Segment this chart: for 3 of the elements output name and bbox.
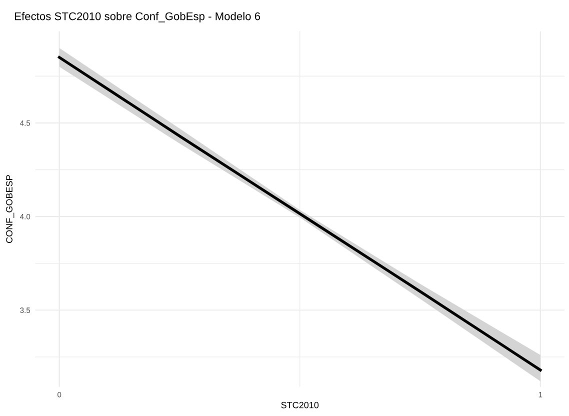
x-axis-title: STC2010 <box>281 402 319 408</box>
y-axis-title: CONF_GOBESP <box>6 175 14 243</box>
chart-title: Efectos STC2010 sobre Conf_GobEsp - Modelo 6 <box>15 12 260 22</box>
